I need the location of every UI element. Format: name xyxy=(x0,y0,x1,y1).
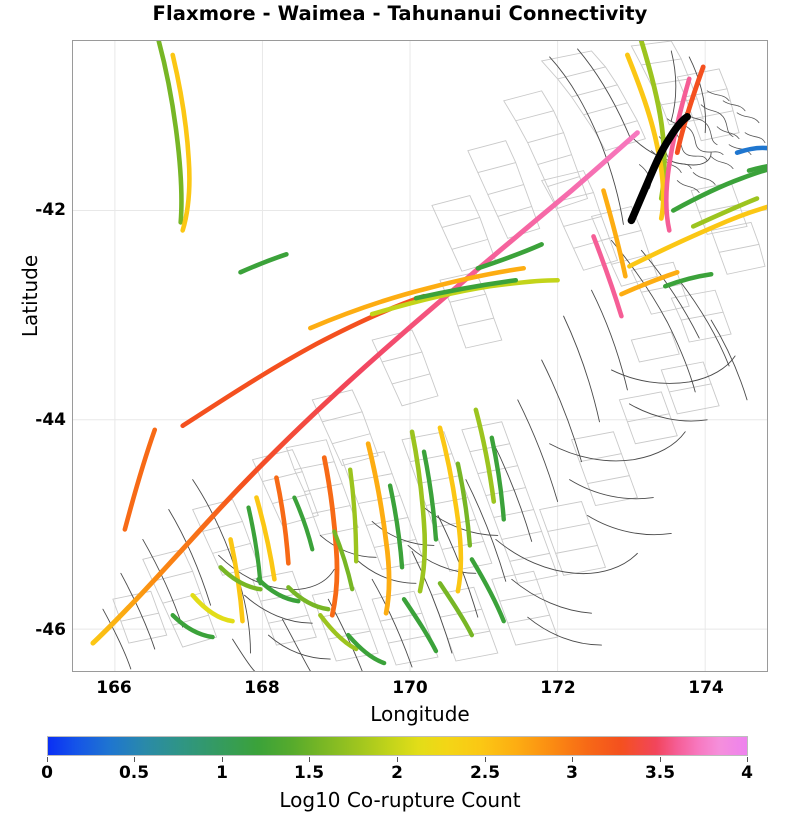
colorbar-tick xyxy=(660,757,661,762)
fault-trace-n12 xyxy=(662,271,714,289)
fault-trace-c22 xyxy=(401,597,439,654)
fault-trace-c20 xyxy=(318,612,359,652)
xtick-label: 174 xyxy=(688,678,724,698)
colorbar-tick xyxy=(222,757,223,762)
fault-trace-n8 xyxy=(670,167,767,213)
fault-trace-c23 xyxy=(437,581,475,638)
fault-trace-c6 xyxy=(348,467,359,564)
fault-trace-c9 xyxy=(409,429,428,594)
colorbar-tick xyxy=(747,757,748,762)
colorbar-tick-label: 3 xyxy=(566,763,578,783)
fault-trace-n6 xyxy=(591,234,624,319)
fault-trace-group-central xyxy=(170,407,506,666)
fault-trace-c10 xyxy=(421,449,439,542)
alpine-fault-trace xyxy=(90,130,640,646)
fault-trace-c12 xyxy=(455,461,473,548)
fault-trace-kekerengu xyxy=(413,277,519,301)
fault-trace-c24 xyxy=(469,557,506,624)
fault-trace-n7-blue xyxy=(734,145,767,155)
colorbar-label: Log10 Co-rupture Count xyxy=(279,788,521,812)
colorbar-tick-label: 2 xyxy=(391,763,403,783)
y-axis-label: Latitude xyxy=(18,254,42,338)
fault-trace-c7 xyxy=(365,441,392,616)
fault-trace-n9 xyxy=(690,196,760,229)
fault-trace-c18 xyxy=(256,577,301,604)
colorbar-tick xyxy=(134,757,135,762)
fault-trace-c25 xyxy=(292,495,315,552)
fault-trace-n13 xyxy=(746,164,767,173)
fault-trace-wairau-upper xyxy=(238,252,289,275)
fault-trace-c5 xyxy=(321,455,340,618)
fault-trace-ne-green-long xyxy=(156,41,184,225)
fault-trace-n10 xyxy=(627,204,767,269)
fault-trace-c17 xyxy=(170,612,215,640)
colorbar-tick-label: 4 xyxy=(741,763,753,783)
xtick-label: 168 xyxy=(244,678,280,698)
corupture-fault-traces[interactable] xyxy=(90,41,767,666)
map-plot-area[interactable] xyxy=(72,40,768,672)
fault-trace-c1 xyxy=(274,475,291,566)
fault-trace-c19 xyxy=(286,585,331,612)
fault-trace-c21 xyxy=(346,632,387,666)
fault-trace-c13 xyxy=(473,407,497,504)
colorbar[interactable] xyxy=(47,736,748,756)
x-axis-label: Longitude xyxy=(370,702,470,726)
fault-trace-awatere xyxy=(308,265,526,331)
colorbar-tick xyxy=(47,757,48,762)
colorbar-tick-label: 3.5 xyxy=(644,763,676,783)
fault-trace-n11 xyxy=(619,269,680,297)
fault-trace-c2 xyxy=(254,495,277,582)
ytick-label: -42 xyxy=(35,200,66,220)
colorbar-tick-label: 0.5 xyxy=(118,763,150,783)
fault-trace-n3 xyxy=(664,76,692,233)
colorbar-tick xyxy=(485,757,486,762)
fault-trace-c8 xyxy=(387,483,405,570)
fault-trace-c16 xyxy=(190,592,235,624)
xtick-label: 172 xyxy=(540,678,576,698)
background-fault-network-dark xyxy=(102,48,748,671)
fault-trace-c11 xyxy=(437,425,464,594)
ytick-label: -44 xyxy=(35,410,66,430)
fault-map xyxy=(73,41,767,671)
xtick-label: 166 xyxy=(96,678,132,698)
fault-trace-c26 xyxy=(332,529,355,592)
fault-trace-ne-yellow xyxy=(170,52,192,233)
colorbar-tick xyxy=(572,757,573,762)
colorbar-tick-label: 2.5 xyxy=(469,763,501,783)
fault-trace-n2 xyxy=(625,52,666,221)
fault-trace-c3 xyxy=(246,505,263,586)
colorbar-tick-label: 0 xyxy=(41,763,53,783)
fault-trace-jordan xyxy=(475,242,544,271)
colorbar-tick xyxy=(309,757,310,762)
xtick-label: 170 xyxy=(392,678,428,698)
source-fault-flaxmore-waimea-tahunanui xyxy=(627,113,691,225)
ytick-label: -46 xyxy=(35,620,66,640)
colorbar-gradient xyxy=(47,736,748,756)
fault-trace-n4 xyxy=(674,64,706,156)
colorbar-tick-label: 1 xyxy=(216,763,228,783)
colorbar-tick xyxy=(397,757,398,762)
fault-trace-group-north xyxy=(591,41,767,319)
fault-trace-c14 xyxy=(489,435,506,522)
fault-trace-waimea-source xyxy=(122,427,158,532)
fault-trace-c15 xyxy=(218,565,263,592)
colorbar-tick-label: 1.5 xyxy=(293,763,325,783)
fault-trace-n5 xyxy=(601,188,628,279)
background-fault-network-light xyxy=(112,41,766,666)
page-title: Flaxmore - Waimea - Tahunanui Connectivi… xyxy=(152,2,648,25)
